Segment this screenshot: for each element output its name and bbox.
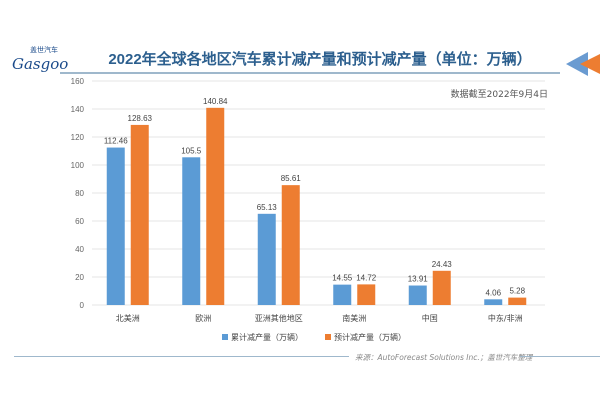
y-tick-label: 160: [71, 77, 85, 86]
data-label: 140.84: [203, 97, 228, 106]
bar: [408, 285, 427, 305]
page-title: 2022年全球各地区汽车累计减产量和预计减产量（单位：万辆）: [108, 51, 532, 68]
bar: [257, 213, 276, 305]
legend-label: 累计减产量（万辆）: [231, 333, 303, 342]
y-tick-label: 40: [75, 245, 84, 254]
legend-swatch: [222, 334, 228, 340]
y-tick-label: 60: [75, 217, 84, 226]
source-divider: [520, 356, 600, 357]
data-label: 5.28: [509, 287, 525, 296]
x-tick-label: 中东/非洲: [488, 313, 523, 323]
legend-label: 预计减产量（万辆）: [334, 333, 406, 342]
y-tick-label: 120: [71, 133, 85, 142]
data-label: 85.61: [281, 174, 302, 183]
data-label: 65.13: [257, 203, 278, 212]
x-tick-label: 中国: [422, 313, 438, 323]
data-label: 4.06: [485, 288, 501, 297]
legend: 累计减产量（万辆） 预计减产量（万辆）: [222, 332, 406, 343]
bar: [508, 297, 527, 305]
gasgoo-logo: 盖世汽车 Gasgoo: [12, 46, 74, 78]
logo-en: Gasgoo: [12, 55, 69, 73]
data-label: 14.55: [332, 274, 353, 283]
title-divider: [60, 72, 560, 74]
source-note: 来源：AutoForecast Solutions Inc.；盖世汽车整理: [355, 353, 533, 362]
y-tick-label: 20: [75, 273, 84, 282]
y-tick-label: 140: [71, 105, 85, 114]
data-label: 24.43: [432, 260, 453, 269]
bar: [206, 107, 225, 305]
arrow-icon: [566, 52, 600, 76]
data-label: 105.5: [181, 146, 202, 155]
y-tick-label: 100: [71, 161, 85, 170]
source-divider: [14, 356, 349, 357]
logo-cn: 盖世汽车: [30, 46, 58, 54]
data-label: 14.72: [356, 273, 377, 282]
data-label: 128.63: [128, 114, 153, 123]
bar: [130, 124, 149, 305]
data-label: 112.46: [104, 137, 128, 146]
x-tick-label: 亚洲其他地区: [255, 313, 303, 323]
y-tick-label: 0: [80, 301, 85, 310]
x-tick-label: 欧洲: [195, 313, 211, 323]
bar: [106, 147, 125, 305]
date-note: 数据截至2022年9月4日: [450, 90, 548, 100]
data-label: 13.91: [408, 275, 429, 284]
bar: [281, 185, 300, 305]
legend-item-series1: 累计减产量（万辆）: [222, 332, 303, 343]
bar: [357, 284, 376, 305]
bar: [333, 284, 352, 305]
bar: [432, 270, 451, 305]
legend-item-series2: 预计减产量（万辆）: [325, 332, 406, 343]
x-tick-label: 北美洲: [116, 313, 140, 323]
x-tick-label: 南美洲: [342, 313, 366, 323]
legend-swatch: [325, 334, 331, 340]
bar: [484, 299, 503, 305]
bar: [182, 157, 201, 305]
y-tick-label: 80: [75, 189, 84, 198]
